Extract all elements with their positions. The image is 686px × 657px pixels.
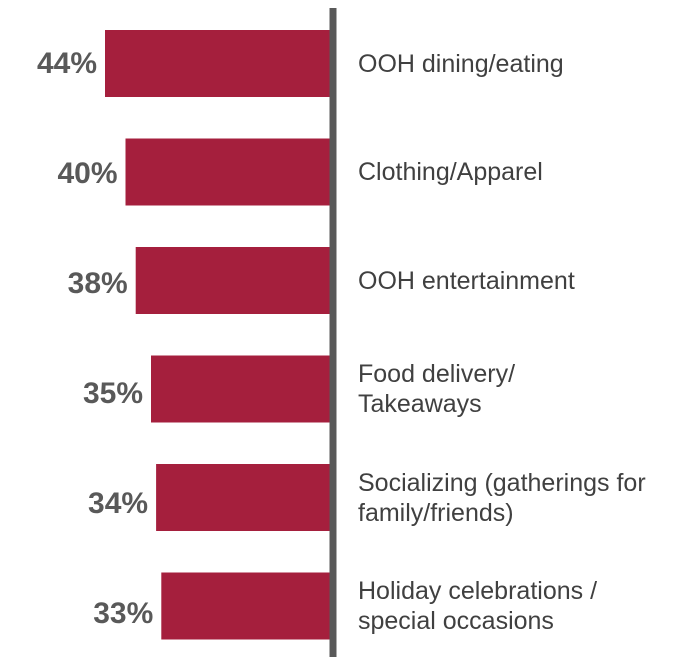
bars <box>105 30 331 640</box>
value-label: 40% <box>57 156 118 190</box>
category-label: Holiday celebrations / special occasions <box>358 577 598 635</box>
bar <box>125 138 330 206</box>
category-label: Socializing (gatherings for family/frien… <box>358 468 646 527</box>
bar <box>105 30 330 97</box>
bar <box>135 247 330 314</box>
value-label: 44% <box>36 46 97 80</box>
category-label: OOH entertainment <box>358 266 575 295</box>
bar <box>161 572 331 640</box>
category-label: Food delivery/ Takeaways <box>358 360 516 418</box>
value-label: 35% <box>82 376 143 410</box>
bar <box>151 355 330 423</box>
value-label: 38% <box>67 266 128 300</box>
value-label: 34% <box>88 486 149 520</box>
category-label: Clothing/Apparel <box>358 158 543 186</box>
value-label: 33% <box>93 596 154 630</box>
category-label: OOH dining/eating <box>358 49 564 78</box>
bar <box>156 464 330 531</box>
